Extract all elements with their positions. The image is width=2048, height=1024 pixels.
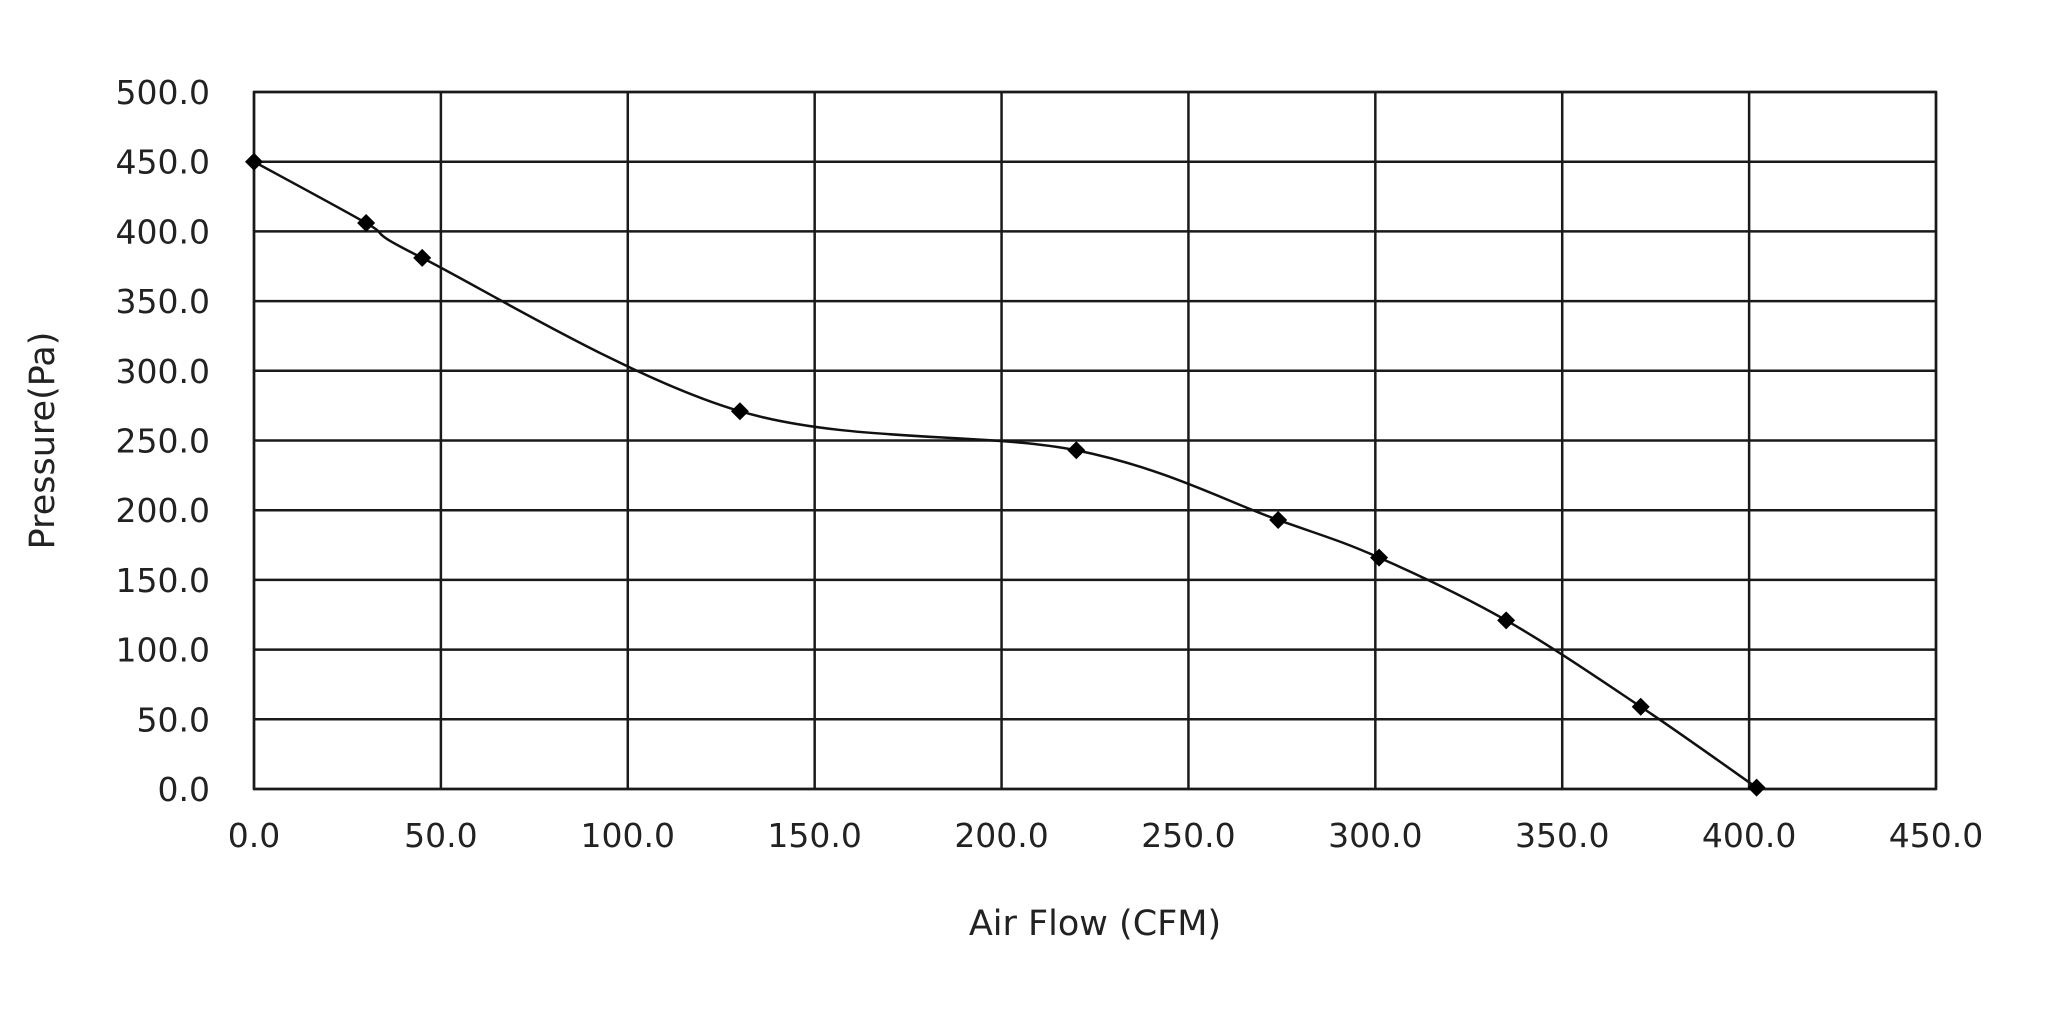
y-tick-label: 500.0 (116, 73, 210, 112)
x-tick-label: 200.0 (954, 816, 1048, 855)
y-tick-label: 300.0 (116, 352, 210, 391)
plot-area-frame (252, 90, 1938, 791)
data-point-7 (1497, 611, 1516, 630)
x-tick-label: 0.0 (228, 816, 280, 855)
x-tick-label: 400.0 (1702, 816, 1796, 855)
grid (252, 90, 1938, 791)
x-tick-label: 250.0 (1141, 816, 1235, 855)
data-point-3 (730, 402, 749, 421)
x-axis-title: Air Flow (CFM) (969, 904, 1221, 944)
data-point-0 (245, 152, 263, 171)
y-tick-label: 150.0 (116, 561, 210, 600)
data-point-4 (1067, 441, 1086, 460)
y-tick-label: 350.0 (116, 282, 210, 321)
data-point-1 (357, 214, 376, 233)
y-tick-label: 50.0 (137, 700, 210, 739)
x-axis-tick-labels: 0.0 50.0 100.0 150.0 200.0 250.0 300.0 350.0 400… (228, 816, 1983, 855)
x-tick-label: 450.0 (1889, 816, 1983, 855)
x-tick-label: 350.0 (1515, 816, 1609, 855)
data-point-2 (413, 248, 432, 267)
y-tick-label: 100.0 (116, 631, 210, 670)
y-tick-label: 450.0 (116, 143, 210, 182)
x-tick-label: 300.0 (1328, 816, 1422, 855)
series-line (253, 160, 1758, 789)
y-tick-label: 400.0 (116, 212, 210, 251)
x-tick-label: 50.0 (404, 816, 477, 855)
x-tick-label: 150.0 (767, 816, 861, 855)
series-markers (245, 152, 1766, 797)
data-point-9 (1747, 778, 1766, 797)
y-axis-tick-labels: 0.0 50.0 100.0 150.0 200.0 250.0 300.0 350.0 400… (116, 73, 210, 809)
y-tick-label: 200.0 (116, 491, 210, 530)
data-point-6 (1370, 548, 1389, 567)
y-tick-label: 250.0 (116, 422, 210, 461)
y-tick-label: 0.0 (158, 770, 210, 809)
y-axis-title: Pressure(Pa) (23, 332, 63, 550)
x-tick-label: 100.0 (581, 816, 675, 855)
data-point-8 (1631, 697, 1650, 716)
data-point-5 (1269, 510, 1288, 529)
